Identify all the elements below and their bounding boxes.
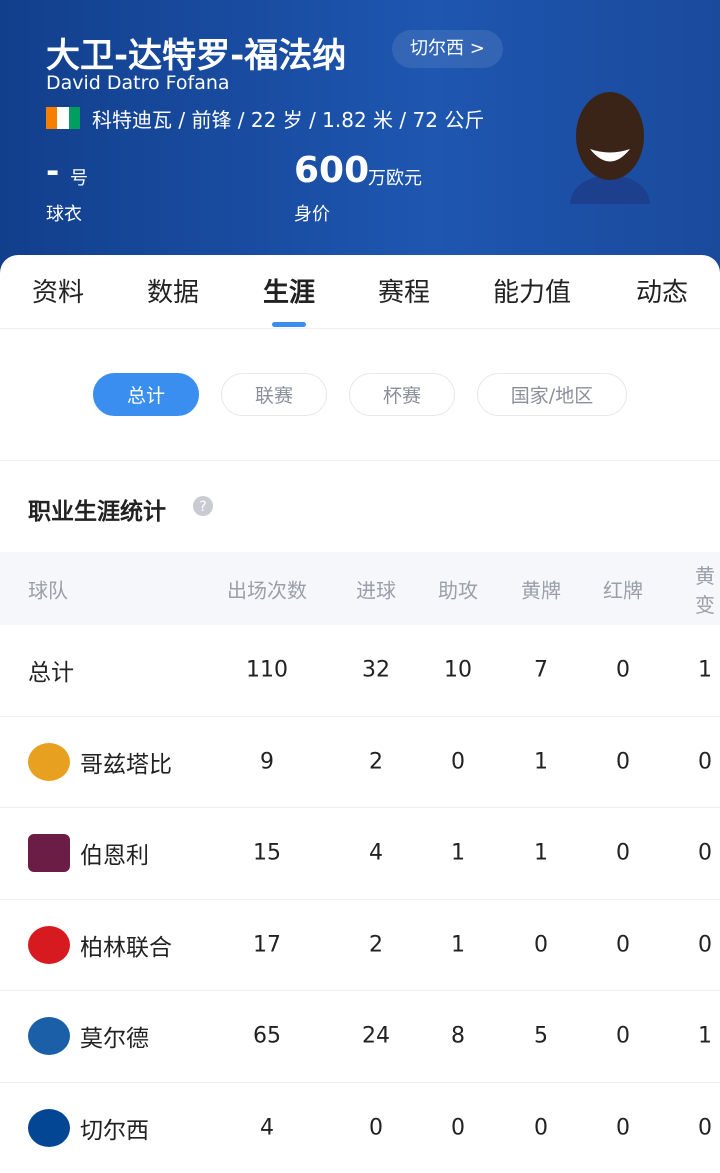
help-icon[interactable]: ?: [192, 495, 214, 517]
stat-value: 0: [616, 657, 630, 683]
stat-value: 1: [451, 932, 465, 958]
column-header: 进球: [356, 578, 396, 603]
stat-value: 17: [253, 932, 281, 958]
stat-value: 0: [616, 932, 630, 958]
stat-value: 2: [369, 749, 383, 775]
stat-value: 65: [253, 1023, 281, 1049]
jersey-number: -: [46, 152, 60, 190]
jersey-label: 球衣: [46, 204, 82, 225]
stat-value: 0: [451, 1115, 465, 1141]
stat-value: 32: [362, 657, 390, 683]
row-divider: [0, 807, 720, 809]
market-value: 600: [294, 150, 370, 191]
stat-value: 0: [698, 932, 712, 958]
stat-value: 0: [616, 1115, 630, 1141]
team-logo: [28, 1017, 70, 1056]
row-divider: [0, 898, 720, 900]
jersey-unit: 号: [70, 168, 88, 189]
column-header: 球队: [28, 578, 68, 603]
flag: [46, 107, 80, 129]
stat-value: 0: [534, 932, 548, 958]
filter-pill[interactable]: 国家/地区: [477, 373, 627, 416]
stat-value: 1: [698, 657, 712, 683]
divider: [0, 460, 720, 461]
stat-value: 1: [451, 840, 465, 866]
column-header: 黄变: [695, 564, 715, 617]
section-title: 职业生涯统计: [28, 499, 166, 525]
player-info: 科特迪瓦 / 前锋 / 22 岁 / 1.82 米 / 72 公斤: [92, 108, 485, 132]
stat-value: 9: [260, 749, 274, 775]
value-unit: 万欧元: [368, 168, 422, 189]
svg-text:?: ?: [199, 499, 206, 515]
filter-pill[interactable]: 总计: [93, 373, 199, 416]
team-logo: [28, 742, 70, 781]
filter-pill[interactable]: 杯赛: [349, 373, 455, 416]
stat-value: 4: [369, 840, 383, 866]
player-name: 大卫-达特罗-福法纳: [46, 36, 347, 76]
stat-value: 8: [451, 1023, 465, 1049]
team-name: 柏林联合: [80, 934, 172, 961]
column-header: 助攻: [438, 578, 478, 603]
stat-value: 0: [616, 840, 630, 866]
player-photo: [570, 92, 650, 204]
team-name: 哥兹塔比: [80, 751, 172, 778]
stat-value: 0: [451, 749, 465, 775]
stat-value: 0: [616, 749, 630, 775]
stat-value: 4: [260, 1115, 274, 1141]
stat-value: 0: [534, 1115, 548, 1141]
stat-value: 10: [444, 657, 472, 683]
team-logo: [28, 834, 70, 873]
stat-value: 1: [698, 1023, 712, 1049]
row-divider: [0, 715, 720, 717]
stat-value: 2: [369, 932, 383, 958]
club-link[interactable]: 切尔西 >: [392, 30, 503, 68]
team-name: 切尔西: [80, 1118, 149, 1144]
column-header: 红牌: [603, 578, 643, 603]
value-label: 身价: [294, 204, 330, 225]
stat-value: 5: [534, 1023, 548, 1049]
stat-value: 15: [253, 840, 281, 866]
table-header: [0, 552, 720, 625]
tab[interactable]: 能力值: [492, 278, 572, 308]
stat-value: 0: [698, 1115, 712, 1141]
column-header: 黄牌: [521, 578, 561, 603]
team-name: 总计: [28, 660, 74, 686]
stat-value: 0: [698, 840, 712, 866]
row-divider: [0, 1082, 720, 1083]
stat-value: 0: [616, 1023, 630, 1049]
stat-value: 1: [534, 749, 548, 775]
team-logo: [28, 925, 70, 964]
row-divider: [0, 990, 720, 992]
tab[interactable]: 赛程: [377, 278, 431, 308]
tab[interactable]: 动态: [635, 278, 689, 308]
column-header: 出场次数: [227, 578, 307, 603]
tab[interactable]: 数据: [146, 278, 200, 308]
team-logo: [28, 1109, 70, 1147]
stat-value: 1: [534, 840, 548, 866]
tab[interactable]: 生涯: [262, 278, 316, 308]
team-name: 莫尔德: [80, 1026, 149, 1053]
stat-value: 24: [362, 1023, 390, 1049]
stat-value: 110: [246, 657, 288, 683]
stat-value: 0: [369, 1115, 383, 1141]
team-name: 伯恩利: [80, 843, 149, 870]
player-name-en: David Datro Fofana: [46, 72, 230, 94]
stat-value: 0: [698, 749, 712, 775]
tab[interactable]: 资料: [31, 278, 85, 308]
divider: [0, 328, 720, 329]
tab-indicator: [272, 322, 306, 327]
stat-value: 7: [534, 657, 548, 683]
filter-pill[interactable]: 联赛: [221, 373, 327, 416]
